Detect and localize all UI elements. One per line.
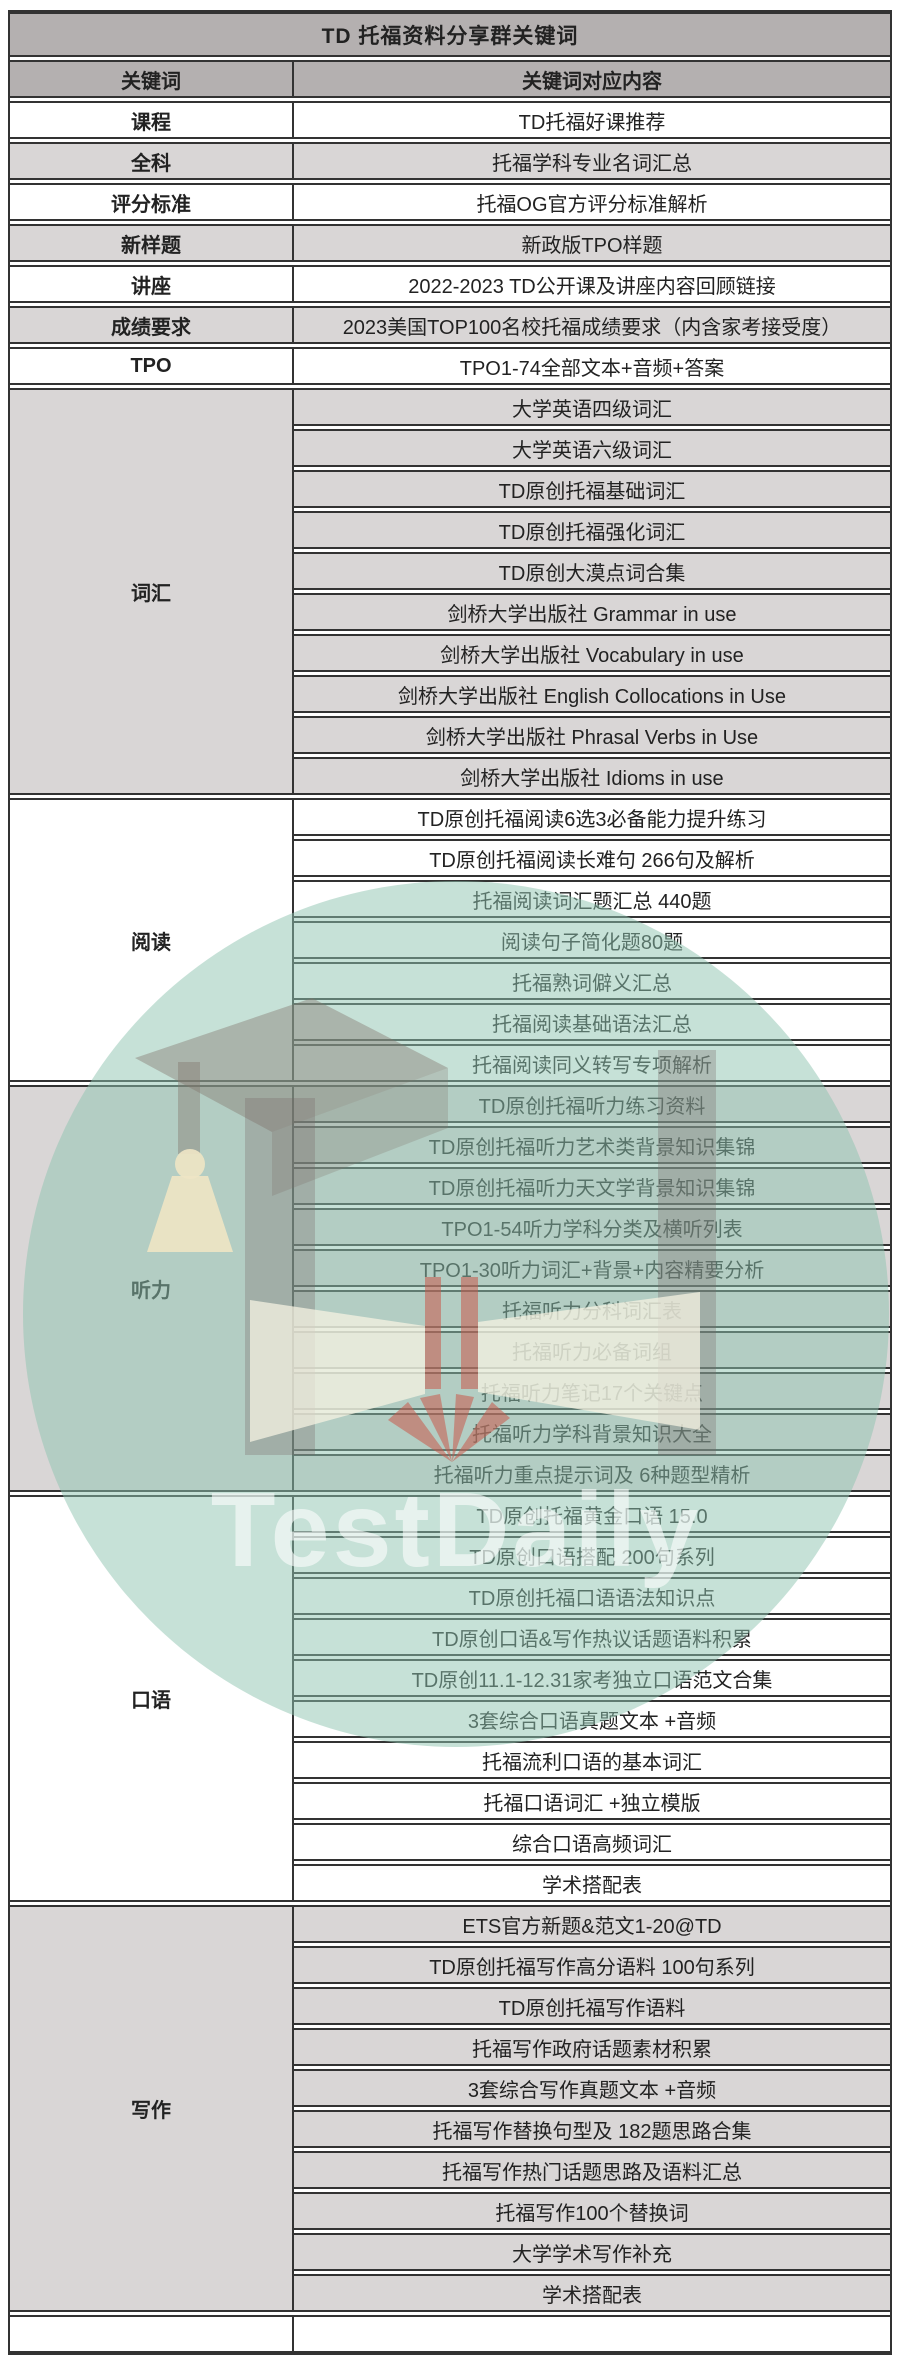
content-cell: TD原创托福听力练习资料 xyxy=(294,1087,890,1123)
content-cell: 托福写作热门话题思路及语料汇总 xyxy=(294,2151,890,2189)
keyword-cell: 写作 xyxy=(10,1907,294,2310)
section-row: 听力 TD原创托福听力练习资料 TD原创托福听力艺术类背景知识集锦 TD原创托福听力天… xyxy=(10,1085,890,1492)
content-cell: TD原创托福口语语法知识点 xyxy=(294,1577,890,1615)
keyword-cell: 全科 xyxy=(10,144,294,178)
content-cell: 2022-2023 TD公开课及讲座内容回顾链接 xyxy=(294,267,890,301)
table-row: TPO TPO1-74全部文本+音频+答案 xyxy=(10,347,890,385)
content-column: TD原创托福黄金口语 15.0 TD原创口语搭配 200句系列 TD原创托福口语语法… xyxy=(294,1497,890,1900)
column-header-content: 关键词对应内容 xyxy=(294,62,890,96)
content-cell: TD原创托福阅读6选3必备能力提升练习 xyxy=(294,800,890,836)
content-cell: 大学英语四级词汇 xyxy=(294,390,890,426)
content-cell: TD原创托福黄金口语 15.0 xyxy=(294,1497,890,1533)
content-cell: 托福口语词汇 +独立模版 xyxy=(294,1782,890,1820)
content-cell: 托福流利口语的基本词汇 xyxy=(294,1741,890,1779)
table-title: TD 托福资料分享群关键词 xyxy=(321,24,579,48)
content-cell: TD原创口语&写作热议话题语料积累 xyxy=(294,1618,890,1656)
keyword-cell: 听力 xyxy=(10,1087,294,1490)
section-row: 口语 TD原创托福黄金口语 15.0 TD原创口语搭配 200句系列 TD原创托福口语… xyxy=(10,1495,890,1902)
content-cell: 托福听力重点提示词及 6种题型精析 xyxy=(294,1454,890,1490)
content-cell: 新政版TPO样题 xyxy=(294,226,890,260)
content-cell: 剑桥大学出版社 English Collocations in Use xyxy=(294,675,890,713)
content-cell: 托福听力必备词组 xyxy=(294,1331,890,1369)
keyword-cell: 评分标准 xyxy=(10,185,294,219)
table-header-row: 关键词 关键词对应内容 xyxy=(10,60,890,98)
keyword-cell: TPO xyxy=(10,349,294,383)
content-cell: TD原创托福基础词汇 xyxy=(294,470,890,508)
content-cell: 剑桥大学出版社 Idioms in use xyxy=(294,757,890,793)
keyword-cell xyxy=(10,2317,294,2351)
table-row: 新样题 新政版TPO样题 xyxy=(10,224,890,262)
content-cell: 剑桥大学出版社 Vocabulary in use xyxy=(294,634,890,672)
keyword-cell: 讲座 xyxy=(10,267,294,301)
column-header-keyword: 关键词 xyxy=(10,62,294,96)
content-cell: 托福写作替换句型及 182题思路合集 xyxy=(294,2110,890,2148)
content-cell: 综合口语高频词汇 xyxy=(294,1823,890,1861)
content-cell: 托福熟词僻义汇总 xyxy=(294,962,890,1000)
keyword-cell: 成绩要求 xyxy=(10,308,294,342)
content-cell: TD原创托福听力艺术类背景知识集锦 xyxy=(294,1126,890,1164)
section-row: 阅读 TD原创托福阅读6选3必备能力提升练习 TD原创托福阅读长难句 266句及解析… xyxy=(10,798,890,1082)
keyword-cell: 阅读 xyxy=(10,800,294,1080)
content-cell: 托福OG官方评分标准解析 xyxy=(294,185,890,219)
keyword-cell: 新样题 xyxy=(10,226,294,260)
content-cell: 托福听力学科背景知识大全 xyxy=(294,1413,890,1451)
content-column: TD原创托福阅读6选3必备能力提升练习 TD原创托福阅读长难句 266句及解析 托福… xyxy=(294,800,890,1080)
section-row: 写作 ETS官方新题&范文1-20@TD TD原创托福写作高分语料 100句系列 TD… xyxy=(10,1905,890,2312)
content-cell: 阅读句子简化题80题 xyxy=(294,921,890,959)
content-cell: TPO1-30听力词汇+背景+内容精要分析 xyxy=(294,1249,890,1287)
content-cell: 托福阅读词汇题汇总 440题 xyxy=(294,880,890,918)
content-cell: 2023美国TOP100名校托福成绩要求（内含家考接受度） xyxy=(294,308,890,342)
content-cell: 托福听力笔记17个关键点 xyxy=(294,1372,890,1410)
content-cell: 3套综合写作真题文本 +音频 xyxy=(294,2069,890,2107)
content-cell: TPO1-74全部文本+音频+答案 xyxy=(294,349,890,383)
content-cell: TD原创托福听力天文学背景知识集锦 xyxy=(294,1167,890,1205)
keyword-cell: 口语 xyxy=(10,1497,294,1900)
table-row: 讲座 2022-2023 TD公开课及讲座内容回顾链接 xyxy=(10,265,890,303)
content-cell: 大学英语六级词汇 xyxy=(294,429,890,467)
content-cell: ETS官方新题&范文1-20@TD xyxy=(294,1907,890,1943)
content-cell: TD托福好课推荐 xyxy=(294,103,890,137)
keyword-cell: 课程 xyxy=(10,103,294,137)
keyword-cell: 词汇 xyxy=(10,390,294,793)
content-cell: 托福阅读基础语法汇总 xyxy=(294,1003,890,1041)
content-cell: 3套综合口语真题文本 +音频 xyxy=(294,1700,890,1738)
content-cell: 托福阅读同义转写专项解析 xyxy=(294,1044,890,1080)
content-cell: TD原创托福写作语料 xyxy=(294,1987,890,2025)
content-cell: 托福听力分科词汇表 xyxy=(294,1290,890,1328)
content-cell: TD原创托福阅读长难句 266句及解析 xyxy=(294,839,890,877)
table-row: 成绩要求 2023美国TOP100名校托福成绩要求（内含家考接受度） xyxy=(10,306,890,344)
content-column: 大学英语四级词汇 大学英语六级词汇 TD原创托福基础词汇 TD原创托福强化词汇 TD原创… xyxy=(294,390,890,793)
content-cell: 大学学术写作补充 xyxy=(294,2233,890,2271)
content-cell: 剑桥大学出版社 Grammar in use xyxy=(294,593,890,631)
content-cell: TD原创大漠点词合集 xyxy=(294,552,890,590)
content-cell: 托福写作政府话题素材积累 xyxy=(294,2028,890,2066)
content-cell: 托福学科专业名词汇总 xyxy=(294,144,890,178)
content-cell: TD原创口语搭配 200句系列 xyxy=(294,1536,890,1574)
table-title-row: TD 托福资料分享群关键词 xyxy=(10,12,890,57)
content-cell: TD原创11.1-12.31家考独立口语范文合集 xyxy=(294,1659,890,1697)
content-cell: 学术搭配表 xyxy=(294,2274,890,2310)
content-cell: 托福写作100个替换词 xyxy=(294,2192,890,2230)
content-cell: 学术搭配表 xyxy=(294,1864,890,1900)
keywords-table: TD 托福资料分享群关键词 关键词 关键词对应内容 课程 TD托福好课推荐 全科 托福… xyxy=(8,10,892,2355)
content-cell: 剑桥大学出版社 Phrasal Verbs in Use xyxy=(294,716,890,754)
table-row: 全科 托福学科专业名词汇总 xyxy=(10,142,890,180)
content-cell: TD原创托福写作高分语料 100句系列 xyxy=(294,1946,890,1984)
content-column: TD原创托福听力练习资料 TD原创托福听力艺术类背景知识集锦 TD原创托福听力天文学… xyxy=(294,1087,890,1490)
table-row xyxy=(10,2315,890,2353)
content-column: ETS官方新题&范文1-20@TD TD原创托福写作高分语料 100句系列 TD原创… xyxy=(294,1907,890,2310)
content-cell: TD原创托福强化词汇 xyxy=(294,511,890,549)
content-cell: TPO1-54听力学科分类及横听列表 xyxy=(294,1208,890,1246)
table-row: 评分标准 托福OG官方评分标准解析 xyxy=(10,183,890,221)
table-row: 课程 TD托福好课推荐 xyxy=(10,101,890,139)
content-cell xyxy=(294,2317,890,2351)
section-row: 词汇 大学英语四级词汇 大学英语六级词汇 TD原创托福基础词汇 TD原创托福强化词汇 TD… xyxy=(10,388,890,795)
